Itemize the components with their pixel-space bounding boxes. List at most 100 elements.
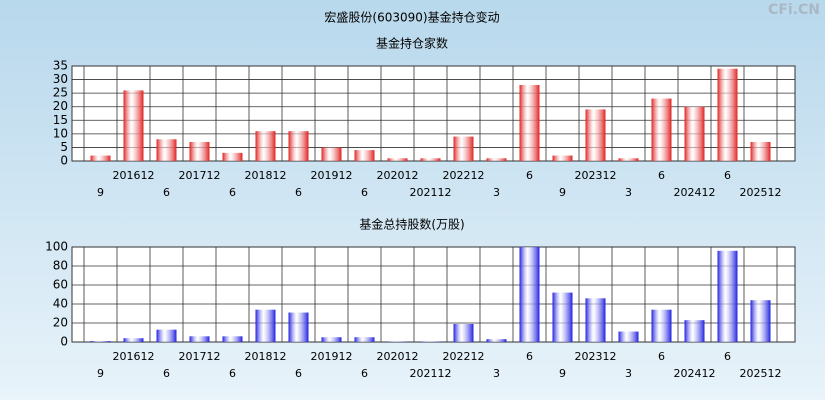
x-tick-label: 6 [163,186,170,199]
bar [354,337,375,342]
bar [717,68,738,161]
bar [486,158,507,161]
x-tick-label: 201612 [113,350,155,363]
x-tick-label: 6 [526,350,533,363]
bar [552,155,573,161]
x-tick-label: 6 [658,169,665,182]
bar [552,292,573,342]
bar [189,336,210,342]
x-tick-label: 202312 [575,350,617,363]
bar [618,158,639,161]
chart-title: 基金持仓家数 [376,36,448,51]
x-tick-label: 6 [163,367,170,380]
x-tick-label: 6 [361,367,368,380]
bar [717,250,738,342]
y-tick-label: 25 [53,86,68,100]
y-tick-label: 40 [53,297,68,311]
bar [453,323,474,342]
x-tick-label: 9 [97,367,104,380]
bar [123,90,144,161]
y-tick-label: 15 [53,113,68,127]
x-tick-label: 201612 [113,169,155,182]
chart-title: 基金总持股数(万股) [359,217,464,232]
bar [255,131,276,161]
x-tick-label: 202112 [410,186,452,199]
bar [222,152,243,161]
x-tick-label: 202412 [674,367,716,380]
bar [519,247,540,342]
x-tick-label: 6 [658,350,665,363]
y-tick-label: 30 [53,72,68,86]
x-tick-label: 6 [361,186,368,199]
y-tick-label: 20 [53,99,68,113]
bar [750,300,771,342]
bar [189,142,210,161]
x-tick-label: 201912 [311,169,353,182]
bar [354,150,375,161]
bar [750,142,771,161]
plot-area [71,246,796,343]
bar [453,136,474,161]
x-tick-label: 6 [526,169,533,182]
x-tick-label: 201912 [311,350,353,363]
x-tick-label: 202012 [377,169,419,182]
watermark: CFi.CN [768,2,820,18]
x-tick-label: 202112 [410,367,452,380]
x-tick-label: 201812 [245,350,287,363]
x-tick-label: 202212 [443,350,485,363]
bar [123,338,144,342]
bar [321,147,342,161]
x-tick-label: 201712 [179,169,221,182]
y-tick-label: 100 [45,240,68,254]
x-tick-label: 202012 [377,350,419,363]
x-tick-label: 6 [295,367,302,380]
x-tick-label: 202512 [740,367,782,380]
x-tick-label: 201712 [179,350,221,363]
x-tick-label: 202312 [575,169,617,182]
x-tick-label: 6 [724,350,731,363]
x-tick-label: 6 [229,186,236,199]
bar [387,158,408,161]
x-tick-label: 202412 [674,186,716,199]
bar [90,155,111,161]
bar [618,331,639,342]
bar [585,109,606,161]
x-tick-label: 6 [229,367,236,380]
bar [585,298,606,342]
y-tick-label: 0 [60,335,68,349]
bar [288,312,309,342]
bar [156,139,177,161]
y-tick-label: 10 [53,126,68,140]
x-tick-label: 9 [559,186,566,199]
x-tick-label: 202512 [740,186,782,199]
x-tick-label: 201812 [245,169,287,182]
bar [651,98,672,161]
x-tick-label: 9 [97,186,104,199]
bar [486,339,507,342]
y-tick-label: 60 [53,278,68,292]
bar [684,320,705,342]
y-tick-label: 0 [60,154,68,168]
bar [222,336,243,342]
y-tick-label: 5 [60,140,68,154]
bar [420,158,441,161]
bar [321,337,342,342]
bar [255,309,276,342]
bar [651,309,672,342]
bar [288,131,309,161]
x-tick-label: 3 [493,186,500,199]
x-tick-label: 3 [493,367,500,380]
bar [684,106,705,161]
y-tick-label: 35 [53,59,68,73]
y-tick-label: 20 [53,316,68,330]
x-tick-label: 9 [559,367,566,380]
bar [156,329,177,342]
x-tick-label: 3 [625,186,632,199]
bar [90,341,111,342]
x-tick-label: 6 [295,186,302,199]
x-tick-label: 6 [724,169,731,182]
y-tick-label: 80 [53,259,68,273]
page-title: 宏盛股份(603090)基金持仓变动 [324,10,499,25]
bar [519,85,540,161]
